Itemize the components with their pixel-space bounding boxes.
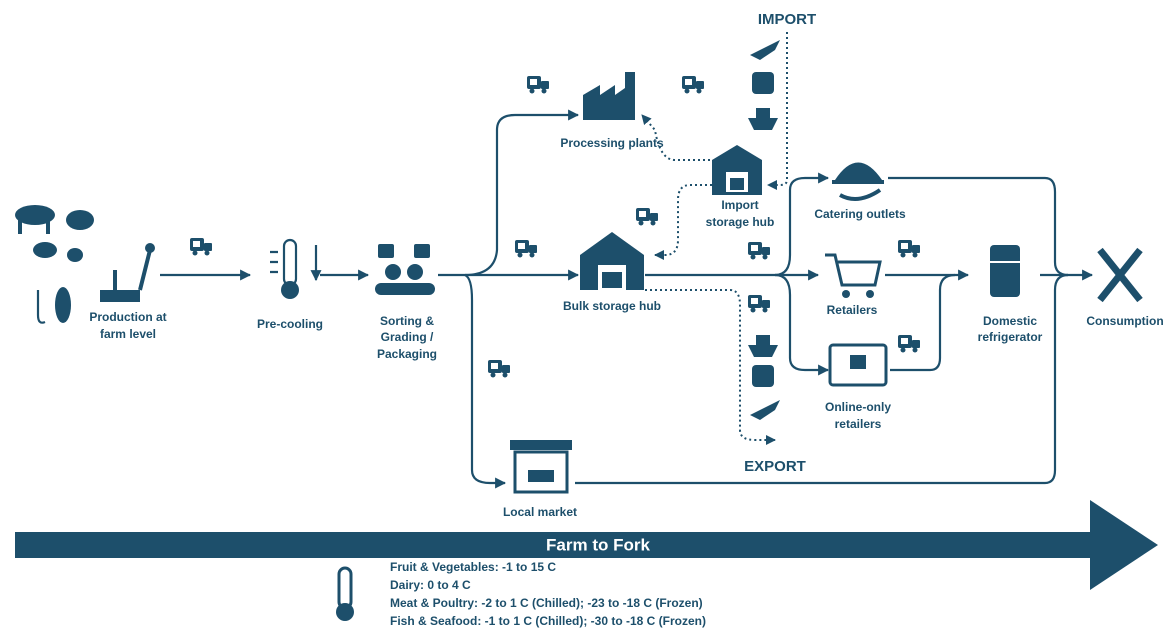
temperature-line: Dairy: 0 to 4 C bbox=[390, 578, 471, 592]
temperature-line: Fish & Seafood: -1 to 1 C (Chilled); -30… bbox=[390, 614, 706, 628]
node-label: Catering outlets bbox=[814, 207, 906, 221]
node-label: Packaging bbox=[377, 347, 437, 361]
node-label: retailers bbox=[835, 417, 882, 431]
labels: Production at farm level Pre-cooling Sor… bbox=[89, 11, 1163, 628]
node-label: Processing plants bbox=[560, 136, 664, 150]
node-label: Bulk storage hub bbox=[563, 299, 661, 313]
temperature-line: Fruit & Vegetables: -1 to 15 C bbox=[390, 560, 556, 574]
node-label: Retailers bbox=[827, 303, 878, 317]
banner-text: Farm to Fork bbox=[546, 535, 650, 554]
node-label: Domestic bbox=[983, 314, 1037, 328]
node-label: Pre-cooling bbox=[257, 317, 323, 331]
node-label: refrigerator bbox=[978, 330, 1043, 344]
export-label: EXPORT bbox=[744, 458, 806, 475]
import-label: IMPORT bbox=[758, 11, 816, 28]
flow-lines bbox=[160, 32, 1094, 489]
node-label: Import bbox=[721, 198, 758, 212]
node-label: storage hub bbox=[706, 215, 775, 229]
node-label: Sorting & bbox=[380, 314, 434, 328]
icons bbox=[15, 40, 1158, 621]
node-label: Local market bbox=[503, 505, 577, 519]
node-label: Production at bbox=[89, 310, 166, 324]
temperature-line: Meat & Poultry: -2 to 1 C (Chilled); -23… bbox=[390, 596, 703, 610]
node-label: farm level bbox=[100, 327, 156, 341]
node-label: Online-only bbox=[825, 400, 891, 414]
node-label: Grading / bbox=[381, 330, 434, 344]
node-label: Consumption bbox=[1086, 314, 1163, 328]
